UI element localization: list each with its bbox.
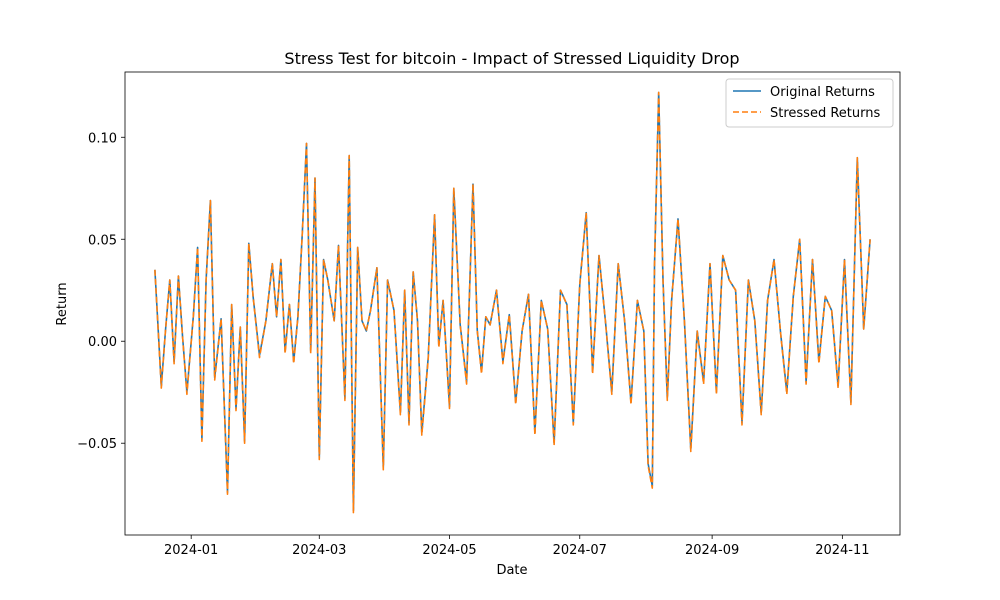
y-axis-ticks: −0.05 0.00 0.05 0.10 — [77, 131, 125, 452]
plot-area — [125, 72, 900, 535]
chart-title: Stress Test for bitcoin - Impact of Stre… — [284, 49, 739, 68]
x-tick-label: 2024-07 — [553, 543, 607, 558]
series-layer — [154, 91, 871, 514]
x-tick-label: 2024-11 — [815, 543, 869, 558]
x-tick-label: 2024-09 — [685, 543, 739, 558]
legend-label-original: Original Returns — [770, 85, 875, 100]
legend: Original Returns Stressed Returns — [725, 78, 894, 128]
series-line-stressed-returns — [154, 91, 871, 514]
axes-frame — [124, 71, 901, 536]
y-tick-label: 0.05 — [88, 233, 117, 248]
y-axis-label: Return — [55, 282, 70, 325]
legend-label-stressed: Stressed Returns — [770, 106, 880, 121]
legend-box — [725, 78, 894, 128]
y-tick-label: 0.00 — [88, 335, 117, 350]
y-tick-label: 0.10 — [88, 131, 117, 146]
x-tick-label: 2024-01 — [164, 543, 218, 558]
x-axis-ticks: 2024-01 2024-03 2024-05 2024-07 2024-09 2024-… — [164, 535, 870, 558]
y-tick-label: −0.05 — [77, 437, 117, 452]
x-axis-label: Date — [496, 563, 527, 578]
x-tick-label: 2024-03 — [292, 543, 346, 558]
x-tick-label: 2024-05 — [422, 543, 476, 558]
